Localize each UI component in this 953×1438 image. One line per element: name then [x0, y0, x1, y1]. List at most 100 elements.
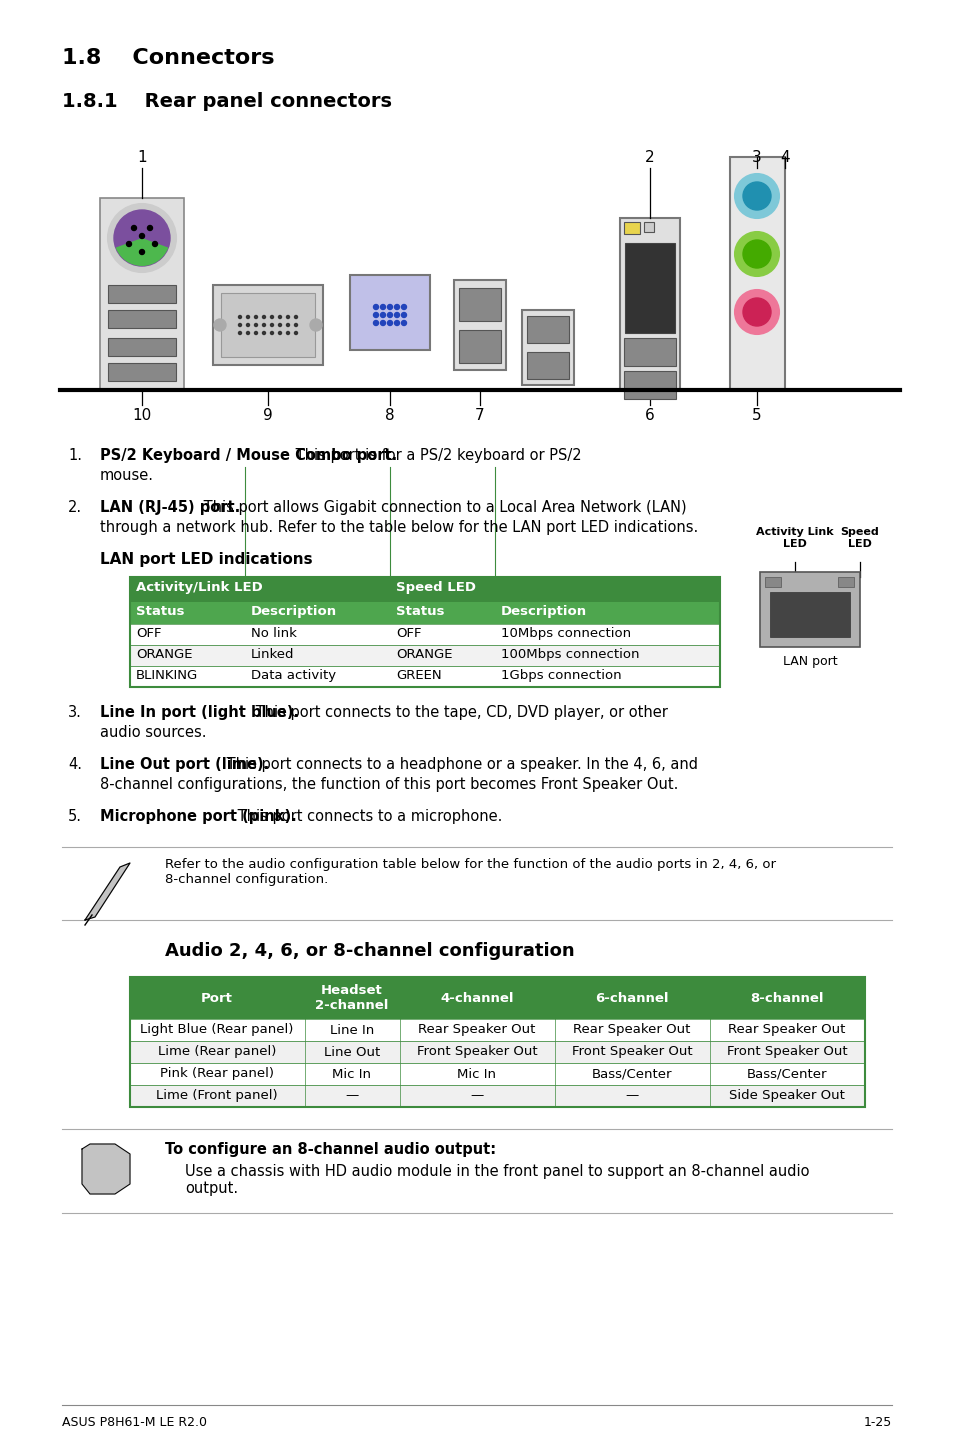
Circle shape	[395, 312, 399, 318]
Circle shape	[374, 321, 378, 325]
Circle shape	[271, 315, 274, 318]
Circle shape	[254, 315, 257, 318]
Text: Light Blue (Rear panel): Light Blue (Rear panel)	[140, 1024, 294, 1037]
Circle shape	[387, 321, 392, 325]
Text: OFF: OFF	[395, 627, 421, 640]
Bar	[130, 1086, 864, 1107]
Text: Front Speaker Out: Front Speaker Out	[571, 1045, 692, 1058]
Circle shape	[246, 332, 250, 335]
Circle shape	[380, 321, 385, 325]
Text: Linked: Linked	[251, 649, 294, 661]
Circle shape	[734, 232, 779, 276]
Text: Description: Description	[500, 605, 586, 618]
Text: Status: Status	[395, 605, 444, 618]
Text: This port connects to a headphone or a speaker. In the 4, 6, and: This port connects to a headphone or a s…	[221, 756, 697, 772]
Text: Rear Speaker Out: Rear Speaker Out	[727, 1024, 844, 1037]
Circle shape	[734, 174, 779, 219]
Bar	[526, 316, 568, 344]
Text: PS/2 Keyboard / Mouse Combo port.: PS/2 Keyboard / Mouse Combo port.	[100, 449, 396, 463]
Bar	[526, 352, 568, 380]
Circle shape	[238, 324, 241, 326]
Circle shape	[278, 315, 281, 318]
Circle shape	[401, 321, 406, 325]
Text: 5: 5	[751, 408, 761, 423]
Bar	[623, 338, 676, 367]
Bar	[623, 371, 676, 398]
Bar	[130, 603, 720, 624]
Bar	[130, 577, 720, 603]
Text: 1.: 1.	[68, 449, 82, 463]
Bar	[213, 285, 323, 365]
Circle shape	[374, 305, 378, 309]
Circle shape	[387, 305, 392, 309]
Bar	[760, 572, 859, 647]
Text: Activity Link
LED: Activity Link LED	[756, 528, 833, 549]
Text: 1Gbps connection: 1Gbps connection	[500, 669, 621, 682]
Text: Headset
2-channel: Headset 2-channel	[315, 984, 388, 1012]
Text: —: —	[470, 1090, 483, 1103]
Text: 1.8    Connectors: 1.8 Connectors	[62, 47, 274, 68]
Bar	[764, 577, 781, 587]
Text: Description: Description	[251, 605, 336, 618]
Circle shape	[127, 242, 132, 246]
Text: Speed
LED: Speed LED	[840, 528, 879, 549]
Polygon shape	[82, 1145, 130, 1194]
Text: 3: 3	[751, 150, 761, 165]
Text: Lime (Front panel): Lime (Front panel)	[156, 1090, 277, 1103]
Bar	[521, 311, 574, 385]
Text: 1.8.1    Rear panel connectors: 1.8.1 Rear panel connectors	[62, 92, 392, 111]
Text: Side Speaker Out: Side Speaker Out	[728, 1090, 844, 1103]
Text: LAN (RJ-45) port.: LAN (RJ-45) port.	[100, 500, 240, 515]
Text: Speed LED: Speed LED	[395, 581, 476, 594]
Circle shape	[742, 240, 770, 267]
Text: 9: 9	[263, 408, 273, 423]
Text: Activity/Link LED: Activity/Link LED	[136, 581, 262, 594]
Circle shape	[374, 312, 378, 318]
Circle shape	[213, 319, 226, 331]
Circle shape	[254, 324, 257, 326]
Circle shape	[395, 321, 399, 325]
Bar	[130, 976, 864, 1107]
Text: To configure an 8-channel audio output:: To configure an 8-channel audio output:	[165, 1142, 496, 1158]
Text: This port connects to a microphone.: This port connects to a microphone.	[233, 810, 502, 824]
Text: BLINKING: BLINKING	[136, 669, 198, 682]
Circle shape	[294, 315, 297, 318]
Text: 10Mbps connection: 10Mbps connection	[500, 627, 631, 640]
Circle shape	[742, 298, 770, 326]
Circle shape	[294, 324, 297, 326]
Bar	[458, 329, 500, 362]
Text: LAN port: LAN port	[781, 654, 837, 669]
Bar	[100, 198, 184, 390]
Bar	[619, 219, 679, 390]
Circle shape	[286, 332, 289, 335]
Text: mouse.: mouse.	[100, 467, 153, 483]
Text: Data activity: Data activity	[251, 669, 335, 682]
Circle shape	[294, 332, 297, 335]
Bar	[130, 1041, 864, 1063]
Text: 4.: 4.	[68, 756, 82, 772]
Bar	[623, 221, 639, 234]
Text: 8: 8	[385, 408, 395, 423]
Circle shape	[152, 242, 157, 246]
Bar	[130, 976, 864, 1020]
Text: Line Out: Line Out	[323, 1045, 379, 1058]
Circle shape	[148, 226, 152, 230]
Text: 8-channel: 8-channel	[749, 991, 822, 1005]
Text: 2.: 2.	[68, 500, 82, 515]
Circle shape	[108, 204, 175, 272]
Wedge shape	[115, 239, 168, 266]
Text: Microphone port (pink).: Microphone port (pink).	[100, 810, 296, 824]
Circle shape	[262, 315, 265, 318]
Text: LAN port LED indications: LAN port LED indications	[100, 552, 313, 567]
Bar	[130, 1020, 864, 1041]
Text: Pink (Rear panel): Pink (Rear panel)	[160, 1067, 274, 1080]
Text: OFF: OFF	[136, 627, 161, 640]
Circle shape	[246, 315, 250, 318]
Circle shape	[278, 324, 281, 326]
Circle shape	[286, 315, 289, 318]
Text: Bass/Center: Bass/Center	[591, 1067, 672, 1080]
Text: 100Mbps connection: 100Mbps connection	[500, 649, 639, 661]
Circle shape	[254, 332, 257, 335]
Text: Status: Status	[136, 605, 184, 618]
Text: Line In port (light blue).: Line In port (light blue).	[100, 705, 299, 720]
